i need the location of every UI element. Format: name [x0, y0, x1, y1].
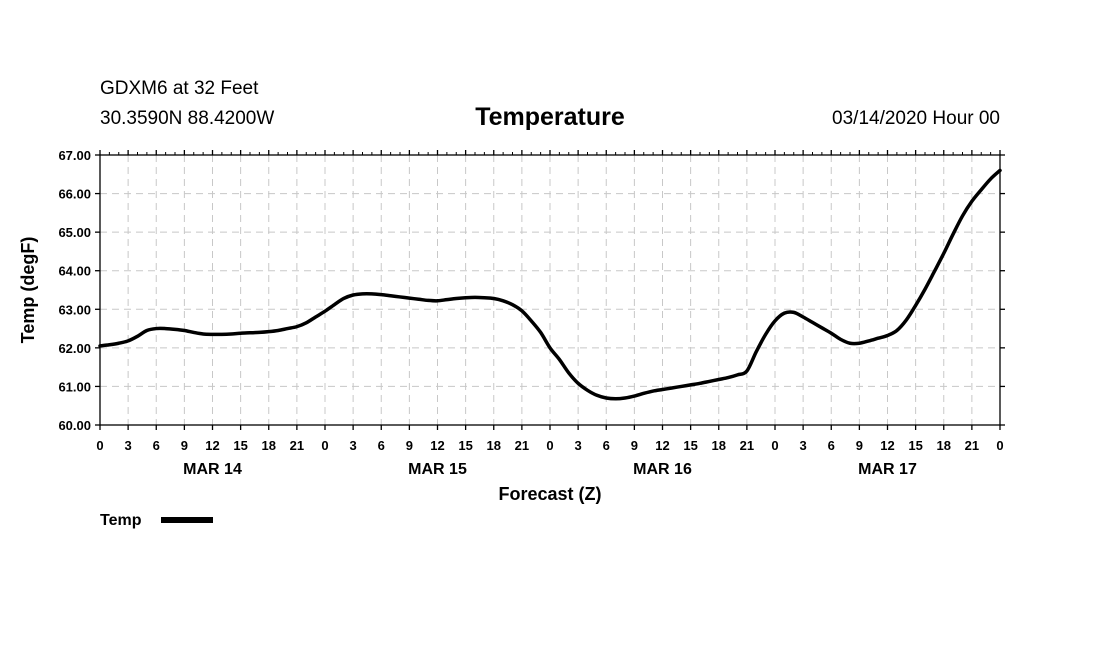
y-tick-label: 65.00 [58, 225, 91, 240]
y-tick-label: 67.00 [58, 148, 91, 163]
x-axis-title: Forecast (Z) [498, 484, 601, 504]
x-tick-label: 18 [262, 438, 276, 453]
x-tick-label: 0 [771, 438, 778, 453]
x-tick-label: 0 [996, 438, 1003, 453]
station-label: GDXM6 at 32 Feet [100, 78, 259, 99]
x-tick-label: 21 [290, 438, 304, 453]
y-tick-label: 64.00 [58, 264, 91, 279]
x-tick-label: 21 [965, 438, 979, 453]
day-label: MAR 16 [633, 461, 692, 478]
x-tick-label: 6 [828, 438, 835, 453]
x-tick-label: 12 [655, 438, 669, 453]
day-label: MAR 15 [408, 461, 467, 478]
coordinates-label: 30.3590N 88.4200W [100, 108, 274, 129]
chart-title: Temperature [475, 103, 625, 131]
x-tick-label: 12 [205, 438, 219, 453]
legend-label-temp: Temp [100, 512, 142, 529]
x-tick-label: 15 [458, 438, 472, 453]
day-label: MAR 17 [858, 461, 917, 478]
run-time-label: 03/14/2020 Hour 00 [832, 108, 1000, 129]
x-axis-tick-labels: 0 3 6 9 12 15 18 21 0 3 6 9 12 15 18 21 0 3 6 9 12 15 18 21 0 3 6 9… [96, 438, 1003, 453]
x-tick-label: 6 [378, 438, 385, 453]
x-tick-label: 9 [856, 438, 863, 453]
x-tick-label: 21 [740, 438, 754, 453]
x-tick-label: 12 [880, 438, 894, 453]
x-tick-label: 6 [603, 438, 610, 453]
axis-ticks [95, 150, 1005, 430]
x-tick-label: 0 [96, 438, 103, 453]
x-tick-label: 18 [937, 438, 951, 453]
y-tick-label: 62.00 [58, 341, 91, 356]
x-tick-label: 15 [233, 438, 247, 453]
legend-swatch-temp [161, 517, 213, 523]
legend: Temp [100, 512, 213, 529]
y-tick-label: 60.00 [58, 418, 91, 433]
x-tick-label: 9 [631, 438, 638, 453]
y-axis-title: Temp (degF) [18, 237, 38, 344]
y-tick-label: 63.00 [58, 302, 91, 317]
x-tick-label: 0 [321, 438, 328, 453]
y-tick-label: 66.00 [58, 187, 91, 202]
x-tick-label: 3 [575, 438, 582, 453]
series-layer [98, 168, 1002, 401]
x-tick-label: 9 [406, 438, 413, 453]
x-tick-label: 18 [712, 438, 726, 453]
x-tick-label: 6 [153, 438, 160, 453]
grid-lines [100, 155, 1000, 425]
x-tick-label: 18 [487, 438, 501, 453]
y-axis-tick-labels: 60.00 61.00 62.00 63.00 64.00 65.00 66.00 67.00 [58, 148, 91, 433]
x-tick-label: 3 [125, 438, 132, 453]
x-tick-label: 21 [515, 438, 529, 453]
x-tick-label: 9 [181, 438, 188, 453]
x-tick-label: 3 [800, 438, 807, 453]
x-tick-label: 3 [350, 438, 357, 453]
series-line-temp [98, 168, 1002, 401]
day-label: MAR 14 [183, 461, 242, 478]
x-tick-label: 15 [908, 438, 922, 453]
x-tick-label: 12 [430, 438, 444, 453]
x-axis-day-labels: MAR 14 MAR 15 MAR 16 MAR 17 [183, 461, 917, 478]
x-tick-label: 15 [683, 438, 697, 453]
x-tick-label: 0 [546, 438, 553, 453]
y-tick-label: 61.00 [58, 379, 91, 394]
